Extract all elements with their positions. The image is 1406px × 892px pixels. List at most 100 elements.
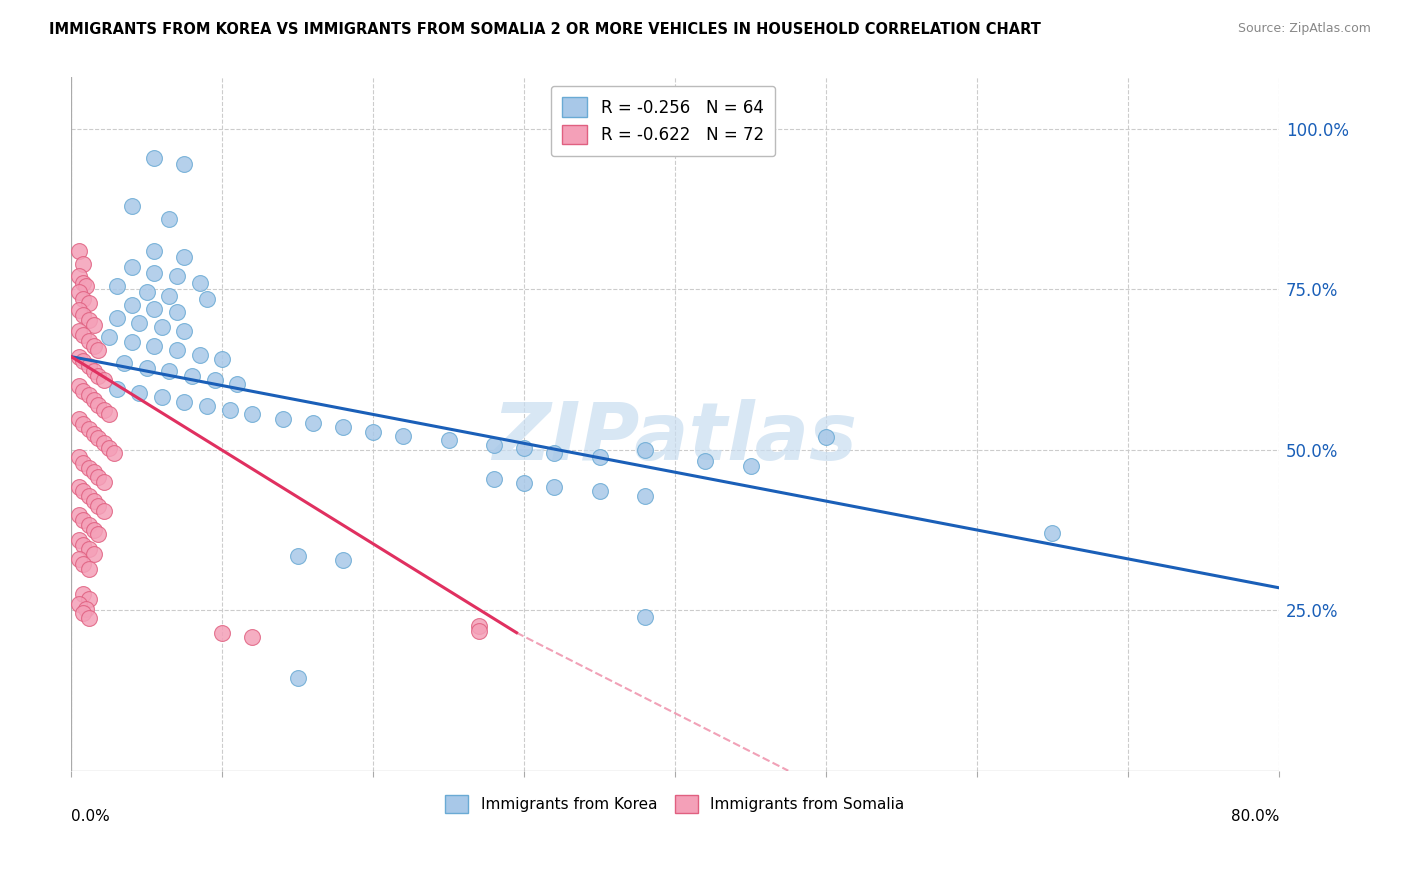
Text: Source: ZipAtlas.com: Source: ZipAtlas.com: [1237, 22, 1371, 36]
Point: [79, 561, 101, 575]
Point: [79, 518, 101, 533]
Point: [67, 450, 90, 465]
Point: [128, 316, 150, 330]
Point: [634, 609, 657, 624]
Point: [173, 324, 195, 338]
Point: [143, 301, 166, 316]
Point: [437, 433, 460, 447]
Point: [93, 436, 115, 450]
Point: [105, 279, 128, 293]
Point: [226, 377, 249, 392]
Point: [67, 244, 90, 258]
Point: [301, 416, 323, 430]
Point: [83, 393, 105, 408]
Point: [121, 199, 143, 213]
Point: [695, 454, 717, 468]
Point: [83, 547, 105, 561]
Point: [218, 403, 240, 417]
Point: [79, 313, 101, 327]
Point: [135, 285, 157, 300]
Point: [67, 302, 90, 317]
Point: [72, 417, 94, 431]
Text: IMMIGRANTS FROM KOREA VS IMMIGRANTS FROM SOMALIA 2 OR MORE VEHICLES IN HOUSEHOLD: IMMIGRANTS FROM KOREA VS IMMIGRANTS FROM…: [49, 22, 1040, 37]
Point: [211, 351, 233, 366]
Point: [79, 359, 101, 374]
Point: [271, 412, 294, 426]
Point: [79, 334, 101, 348]
Point: [195, 399, 218, 413]
Point: [361, 425, 384, 439]
Point: [188, 348, 211, 362]
Point: [67, 597, 90, 611]
Point: [157, 211, 180, 226]
Point: [513, 476, 536, 491]
Point: [105, 311, 128, 326]
Point: [188, 276, 211, 290]
Point: [173, 250, 195, 264]
Point: [468, 624, 491, 638]
Point: [543, 446, 565, 460]
Point: [105, 382, 128, 396]
Point: [195, 292, 218, 306]
Point: [72, 484, 94, 499]
Point: [93, 504, 115, 518]
Point: [166, 343, 188, 358]
Point: [121, 298, 143, 312]
Point: [67, 324, 90, 338]
Text: ZIPatlas: ZIPatlas: [492, 399, 858, 477]
Point: [143, 151, 166, 165]
Point: [87, 343, 110, 358]
Point: [75, 602, 97, 616]
Point: [75, 279, 97, 293]
Point: [287, 549, 309, 563]
Point: [87, 500, 110, 514]
Point: [79, 460, 101, 475]
Point: [166, 269, 188, 284]
Point: [543, 480, 565, 494]
Point: [150, 319, 173, 334]
Point: [83, 523, 105, 537]
Point: [67, 269, 90, 284]
Point: [173, 157, 195, 171]
Point: [392, 428, 415, 442]
Point: [332, 553, 354, 567]
Point: [79, 422, 101, 436]
Point: [83, 364, 105, 378]
Text: 0.0%: 0.0%: [72, 809, 110, 824]
Point: [332, 420, 354, 434]
Point: [482, 472, 505, 486]
Point: [79, 388, 101, 402]
Point: [242, 408, 264, 422]
Point: [67, 350, 90, 364]
Point: [157, 288, 180, 302]
Text: 80.0%: 80.0%: [1230, 809, 1279, 824]
Point: [72, 257, 94, 271]
Point: [72, 292, 94, 306]
Point: [87, 368, 110, 383]
Point: [588, 484, 610, 499]
Point: [67, 480, 90, 494]
Point: [740, 458, 762, 473]
Point: [482, 437, 505, 451]
Legend: Immigrants from Korea, Immigrants from Somalia: Immigrants from Korea, Immigrants from S…: [436, 786, 914, 822]
Point: [72, 276, 94, 290]
Point: [634, 442, 657, 457]
Point: [121, 334, 143, 349]
Point: [79, 489, 101, 503]
Point: [72, 607, 94, 621]
Point: [166, 304, 188, 318]
Point: [67, 412, 90, 426]
Point: [72, 328, 94, 343]
Point: [83, 426, 105, 441]
Point: [1042, 526, 1064, 541]
Point: [87, 431, 110, 445]
Point: [98, 330, 121, 344]
Point: [79, 296, 101, 310]
Point: [83, 318, 105, 332]
Point: [87, 398, 110, 412]
Point: [72, 308, 94, 322]
Point: [103, 446, 125, 460]
Point: [83, 465, 105, 479]
Point: [143, 339, 166, 353]
Point: [79, 611, 101, 625]
